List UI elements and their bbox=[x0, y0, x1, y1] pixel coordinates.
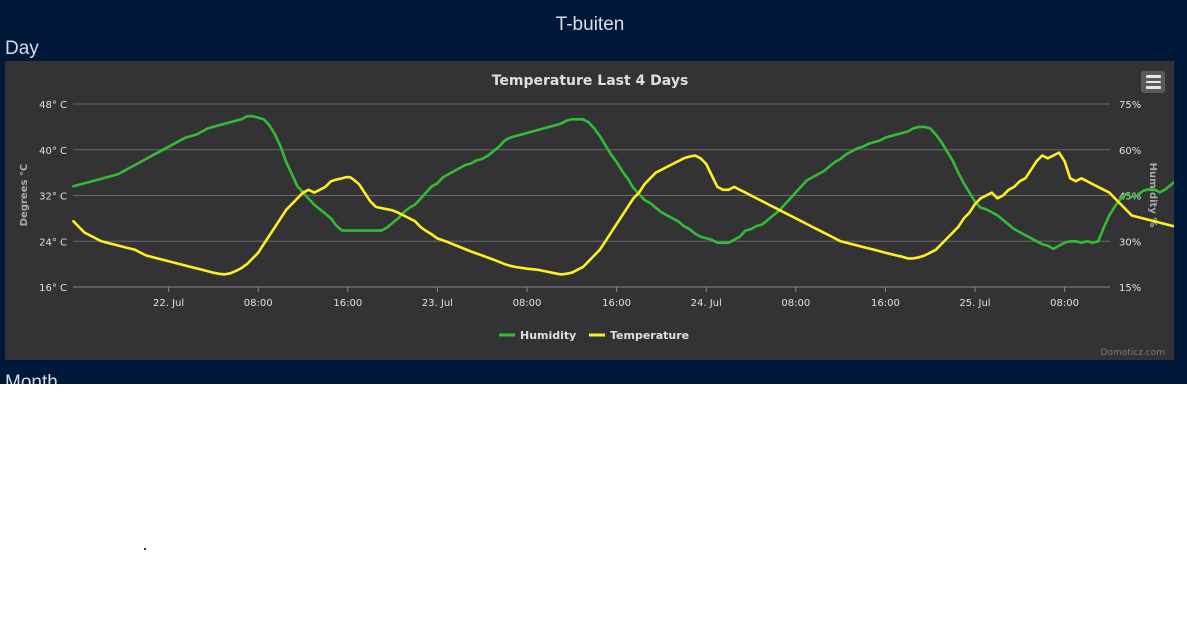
x-tick-label: 16:00 bbox=[602, 298, 631, 309]
x-tick-label: 08:00 bbox=[1050, 298, 1079, 309]
y-left-tick-label: 32° C bbox=[39, 192, 67, 203]
menu-bar bbox=[1145, 75, 1161, 78]
section-label-day: Day bbox=[5, 38, 39, 59]
x-tick-label: 23. Jul bbox=[422, 298, 453, 309]
temperature-humidity-chart: Temperature Last 4 Days 16° C 24° C 32° C 40… bbox=[19, 73, 1174, 358]
hamburger-menu-icon[interactable] bbox=[1141, 71, 1165, 93]
x-tick-label: 08:00 bbox=[781, 298, 810, 309]
x-tick-label: 08:00 bbox=[513, 298, 542, 309]
y-left-tick-label: 16° C bbox=[39, 283, 67, 294]
menu-bar bbox=[1145, 80, 1161, 84]
chart-panel: Temperature Last 4 Days 16° C 24° C 32° C 40… bbox=[5, 61, 1174, 360]
y-left-tick-label: 24° C bbox=[39, 237, 67, 248]
y-right-axis-title: Humidity % bbox=[1147, 163, 1158, 228]
x-tick-label: 08:00 bbox=[244, 298, 273, 309]
y-left-tick-label: 48° C bbox=[39, 100, 67, 111]
page-background: T-buiten Day Temperature Last 4 Days 16° … bbox=[0, 0, 1187, 384]
page-title: T-buiten bbox=[555, 14, 625, 35]
legend-label-temperature: Temperature bbox=[610, 329, 689, 342]
chart-title: Temperature Last 4 Days bbox=[492, 73, 689, 89]
menu-bar bbox=[1145, 86, 1161, 89]
y-right-tick-label: 60% bbox=[1119, 146, 1141, 157]
y-right-tick-label: 75% bbox=[1119, 100, 1141, 111]
x-tick-label: 24. Jul bbox=[691, 298, 722, 309]
y-left-tick-label: 40° C bbox=[39, 146, 67, 157]
x-tick-label: 25. Jul bbox=[959, 298, 990, 309]
chart-credits: Domoticz.com bbox=[1101, 348, 1166, 358]
y-left-axis-title: Degrees °C bbox=[19, 164, 30, 227]
legend-label-humidity: Humidity bbox=[520, 329, 576, 342]
y-right-tick-label: 30% bbox=[1119, 237, 1141, 248]
x-tick-label: 22. Jul bbox=[153, 298, 184, 309]
series-line-temperature bbox=[72, 151, 1174, 276]
y-right-tick-label: 15% bbox=[1119, 283, 1141, 294]
section-label-month: Month bbox=[5, 372, 58, 384]
x-tick-label: 16:00 bbox=[333, 298, 362, 309]
x-tick-label: 16:00 bbox=[871, 298, 900, 309]
stray-dot bbox=[144, 548, 146, 550]
series-line-humidity bbox=[72, 114, 1174, 251]
